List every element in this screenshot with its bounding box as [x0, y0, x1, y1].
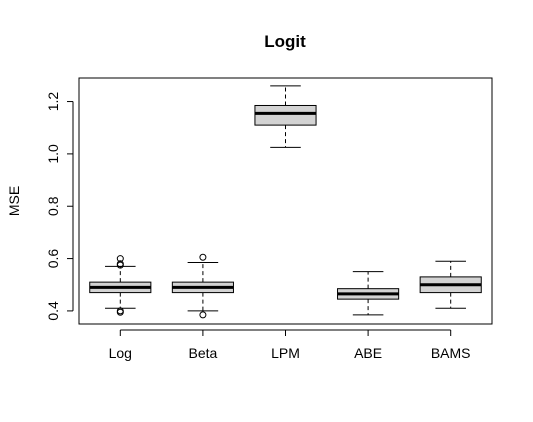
box-bams: [419, 260, 482, 309]
y-tick-label: 1.0: [45, 144, 61, 164]
box-log: [89, 255, 152, 316]
box-beta: [171, 253, 234, 319]
x-axis: Log Beta LPM ABE BAMS: [109, 329, 471, 361]
x-tick-label: ABE: [354, 345, 382, 361]
x-tick-label: LPM: [271, 345, 300, 361]
y-tick-label: 1.2: [45, 92, 61, 112]
box-lpm: [254, 85, 317, 148]
outlier-point: [116, 255, 124, 263]
outlier-point: [199, 311, 207, 319]
box-abe: [337, 271, 400, 316]
x-tick-label: BAMS: [431, 345, 471, 361]
iqr-box: [254, 104, 317, 126]
outlier-point: [116, 308, 124, 316]
plot-frame: [78, 77, 493, 325]
y-tick-label: 0.8: [45, 196, 61, 216]
x-tick-label: Beta: [188, 345, 217, 361]
x-tick-label: Log: [109, 345, 132, 361]
y-tick-label: 0.6: [45, 249, 61, 269]
outlier-point: [199, 253, 207, 261]
y-axis-label: MSE: [6, 186, 22, 216]
boxes: [89, 85, 482, 319]
outlier-point: [116, 261, 124, 269]
y-axis: 0.4 0.6 0.8 1.0 1.2: [45, 92, 74, 321]
y-tick-label: 0.4: [45, 301, 61, 321]
chart-title: Logit: [264, 32, 306, 51]
